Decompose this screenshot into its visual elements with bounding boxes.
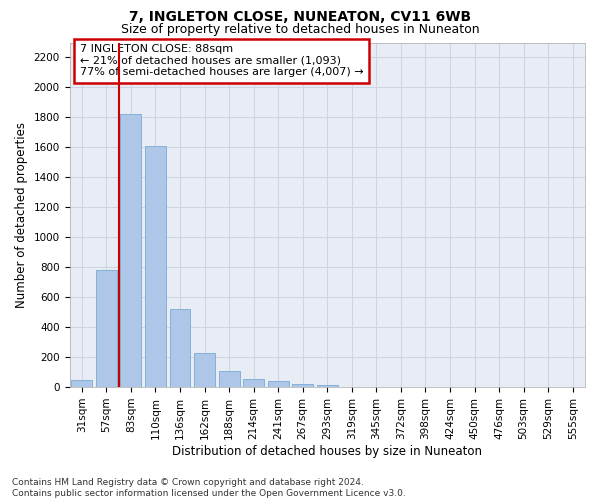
Bar xyxy=(145,146,166,387)
Text: 7, INGLETON CLOSE, NUNEATON, CV11 6WB: 7, INGLETON CLOSE, NUNEATON, CV11 6WB xyxy=(129,10,471,24)
Text: 7 INGLETON CLOSE: 88sqm
← 21% of detached houses are smaller (1,093)
77% of semi: 7 INGLETON CLOSE: 88sqm ← 21% of detache… xyxy=(80,44,364,78)
Text: Size of property relative to detached houses in Nuneaton: Size of property relative to detached ho… xyxy=(121,22,479,36)
Bar xyxy=(268,381,289,387)
Bar xyxy=(121,114,142,387)
Bar xyxy=(218,371,239,387)
X-axis label: Distribution of detached houses by size in Nuneaton: Distribution of detached houses by size … xyxy=(172,444,482,458)
Bar xyxy=(96,270,117,387)
Bar xyxy=(243,379,264,387)
Bar xyxy=(317,385,338,387)
Y-axis label: Number of detached properties: Number of detached properties xyxy=(15,122,28,308)
Bar xyxy=(292,384,313,387)
Bar xyxy=(194,352,215,387)
Bar xyxy=(71,380,92,387)
Text: Contains HM Land Registry data © Crown copyright and database right 2024.
Contai: Contains HM Land Registry data © Crown c… xyxy=(12,478,406,498)
Bar xyxy=(170,309,190,387)
